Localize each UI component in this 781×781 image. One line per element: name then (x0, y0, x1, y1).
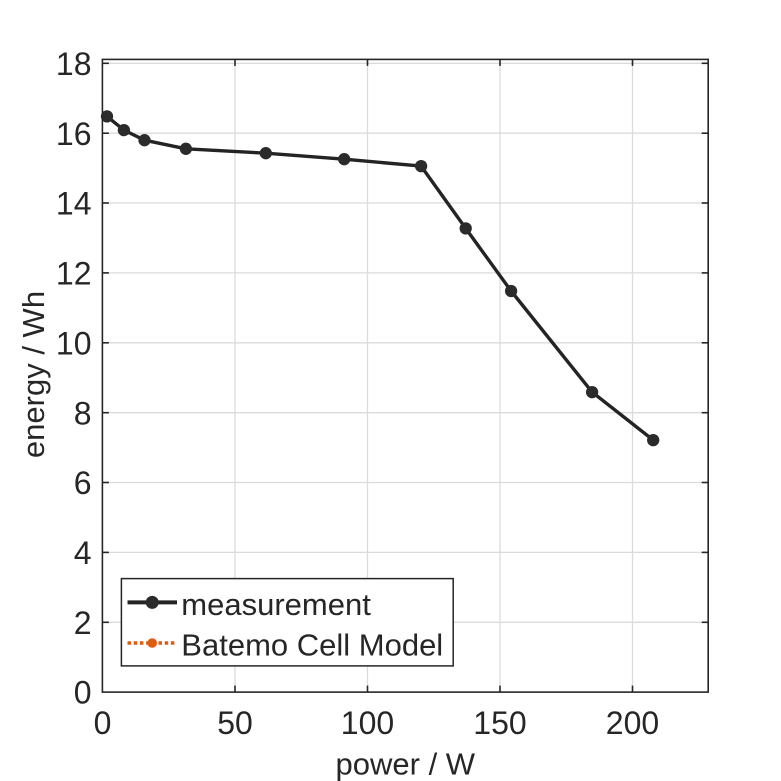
svg-text:100: 100 (341, 705, 394, 741)
svg-text:0: 0 (94, 705, 112, 741)
svg-text:12: 12 (56, 256, 92, 292)
svg-text:10: 10 (56, 325, 92, 361)
svg-text:18: 18 (56, 46, 92, 82)
svg-text:Batemo Cell Model: Batemo Cell Model (181, 627, 443, 662)
svg-text:6: 6 (74, 465, 92, 501)
svg-text:power / W: power / W (336, 747, 476, 781)
svg-text:200: 200 (606, 705, 659, 741)
svg-text:16: 16 (56, 116, 92, 152)
svg-text:2: 2 (74, 605, 92, 641)
svg-text:8: 8 (74, 395, 92, 431)
svg-text:50: 50 (217, 705, 253, 741)
svg-text:150: 150 (473, 705, 526, 741)
svg-text:14: 14 (56, 186, 92, 222)
svg-text:measurement: measurement (181, 587, 371, 622)
svg-text:4: 4 (74, 535, 92, 571)
svg-text:energy / Wh: energy / Wh (16, 291, 51, 458)
svg-text:0: 0 (74, 675, 92, 711)
